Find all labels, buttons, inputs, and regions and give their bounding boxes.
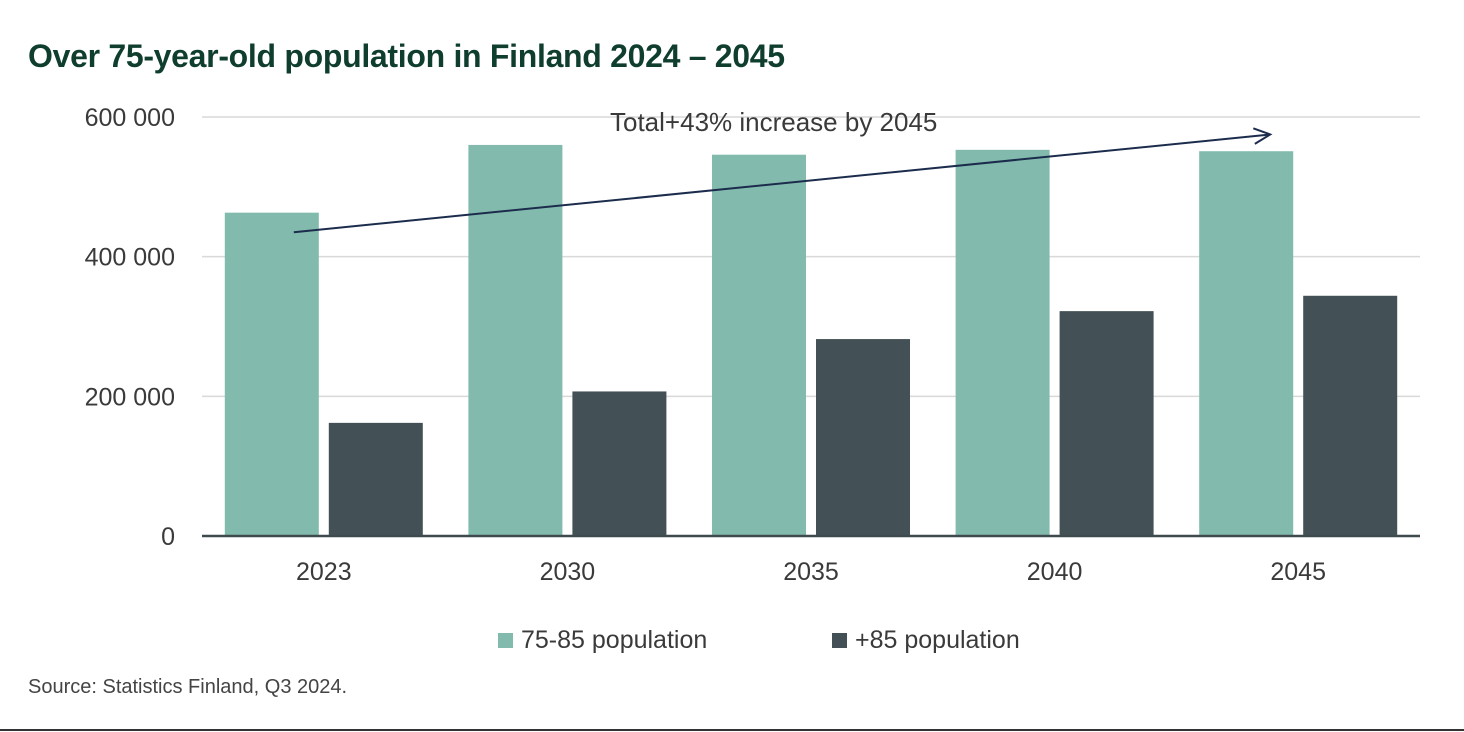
legend-item-85-plus: +85 population [832,626,1020,655]
bar-75-85-2035 [712,154,806,536]
annotation: Total+43% increase by 2045 [293,107,1273,234]
x-tick-label: 2045 [1270,558,1326,586]
legend-label-85-plus: +85 population [855,626,1020,654]
y-tick-label: 200 000 [85,383,175,411]
legend-label-75-85: 75-85 population [521,626,708,654]
annotation-label: Total+43% increase by 2045 [610,107,937,137]
trend-arrow-head [1252,127,1273,145]
y-tick-label: 0 [161,523,175,551]
bottom-rule [0,729,1464,731]
x-tick-label: 2040 [1027,558,1083,586]
bar-85-plus-2023 [328,422,423,536]
legend-item-75-85: 75-85 population [498,626,707,655]
bar-85-plus-2030 [572,391,667,536]
bar-85-plus-2035 [816,339,910,536]
trend-arrow-line [293,133,1271,234]
bar-75-85-2040 [955,149,1050,537]
bar-chart: 0 200 000 400 000 600 000 2023 2030 2035 2040 20… [85,104,1420,586]
x-tick-label: 2023 [296,558,352,586]
legend: 75-85 population +85 population [0,626,1464,662]
y-tick-label: 400 000 [85,244,175,272]
source-note: Source: Statistics Finland, Q3 2024. [28,676,348,698]
bar-75-85-2045 [1199,151,1294,537]
bars [224,144,1398,537]
chart-title: Over 75-year-old population in Finland 2… [28,38,785,74]
bar-75-85-2030 [468,144,563,536]
legend-swatch-85-plus [832,633,847,648]
bar-85-plus-2045 [1303,295,1398,536]
x-tick-label: 2035 [783,558,839,586]
y-tick-label: 600 000 [85,104,175,132]
legend-swatch-75-85 [498,633,513,648]
bar-85-plus-2040 [1059,311,1154,536]
axes: 0 200 000 400 000 600 000 2023 2030 2035 2040 20… [85,104,1420,586]
bar-75-85-2023 [224,212,319,536]
x-tick-label: 2030 [540,558,596,586]
